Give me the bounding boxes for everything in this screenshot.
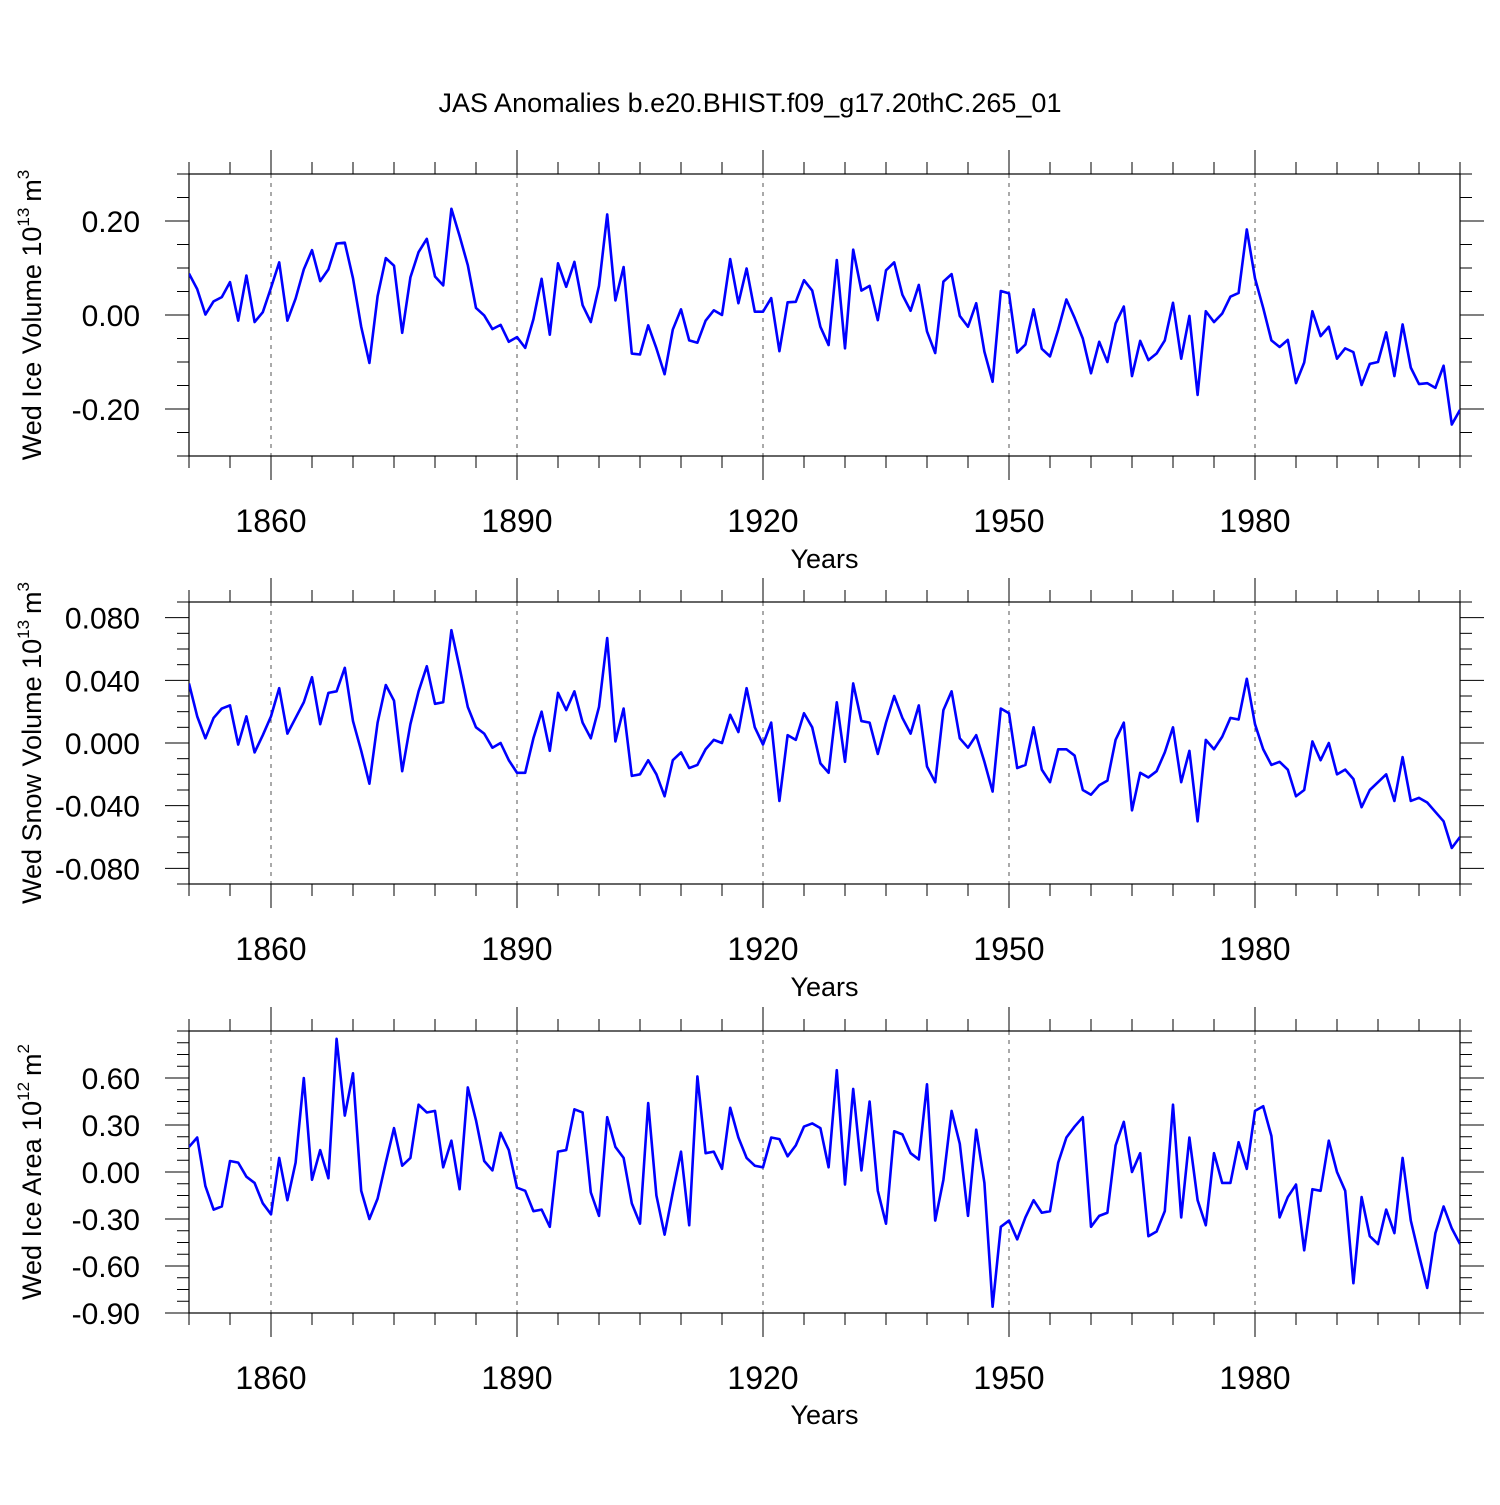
figure-title: JAS Anomalies b.e20.BHIST.f09_g17.20thC.… — [439, 88, 1062, 118]
y-tick-label: -0.080 — [55, 853, 140, 886]
panel-3: 1860 1890 1920 1950 1980 -0.90 -0.60 -0.30 0.00 0… — [14, 1007, 1484, 1430]
y-axis-title-exponent: 13 — [14, 620, 33, 639]
x-tick-label: 1980 — [1219, 503, 1290, 539]
x-tick-label: 1920 — [727, 503, 798, 539]
y-tick-label: 0.000 — [65, 728, 140, 761]
y-axis-title: Wed Ice Area 1012 m2 — [14, 1044, 47, 1300]
plot-frame — [188, 601, 1461, 885]
y-tick-label: -0.040 — [55, 791, 140, 824]
y-axis-title-unit: m — [17, 1053, 47, 1076]
x-tick-label: 1980 — [1219, 931, 1290, 967]
x-tick-label: 1890 — [481, 931, 552, 967]
panel-1: 1860 1890 1920 1950 1980 -0.20 0.00 0.20 Years We… — [14, 150, 1484, 574]
plot-frame — [188, 1030, 1461, 1314]
y-axis-title-unit-exponent: 3 — [14, 582, 33, 591]
y-axis-title-text: Wed Snow Volume 10 — [17, 639, 47, 904]
y-tick-label: 0.040 — [65, 665, 140, 698]
y-axis-title-text: Wed Ice Volume 10 — [17, 227, 47, 461]
y-axis-title-unit: m — [17, 591, 47, 614]
y-axis-title-unit-exponent: 3 — [14, 170, 33, 179]
series-line — [189, 628, 1460, 850]
x-tick-label: 1920 — [727, 1360, 798, 1396]
x-tick-label: 1950 — [973, 1360, 1044, 1396]
x-tick-label: 1950 — [973, 931, 1044, 967]
y-axis-title-text: Wed Ice Area 10 — [17, 1101, 47, 1300]
y-axis-title-exponent: 13 — [14, 208, 33, 227]
x-tick-label: 1860 — [235, 1360, 306, 1396]
y-axis-title-exponent: 12 — [14, 1082, 33, 1101]
x-tick-label: 1860 — [235, 931, 306, 967]
y-tick-label: -0.90 — [72, 1298, 140, 1331]
y-tick-label: 0.080 — [65, 603, 140, 636]
x-axis-title: Years — [790, 1400, 858, 1430]
series-line — [189, 207, 1460, 426]
y-tick-label: 0.00 — [82, 1157, 140, 1190]
y-tick-label: -0.30 — [72, 1204, 140, 1237]
x-axis-title: Years — [790, 544, 858, 574]
y-tick-label: 0.30 — [82, 1110, 140, 1143]
x-tick-label: 1920 — [727, 931, 798, 967]
x-axis-title: Years — [790, 972, 858, 1002]
panel-2: 1860 1890 1920 1950 1980 -0.080 -0.040 0.000 0.0… — [14, 578, 1484, 1002]
y-tick-label: 0.00 — [82, 300, 140, 333]
y-axis-title: Wed Ice Volume 1013 m3 — [14, 170, 47, 461]
y-tick-label: 0.20 — [82, 206, 140, 239]
x-tick-label: 1890 — [481, 1360, 552, 1396]
y-tick-label: -0.20 — [72, 394, 140, 427]
y-tick-label: 0.60 — [82, 1063, 140, 1096]
series-line — [189, 1037, 1460, 1309]
y-tick-label: -0.60 — [72, 1251, 140, 1284]
x-tick-label: 1860 — [235, 503, 306, 539]
y-axis-title: Wed Snow Volume 1013 m3 — [14, 582, 47, 904]
plot-frame — [188, 173, 1461, 457]
y-axis-title-unit: m — [17, 179, 47, 202]
x-tick-label: 1890 — [481, 503, 552, 539]
x-tick-label: 1980 — [1219, 1360, 1290, 1396]
x-tick-label: 1950 — [973, 503, 1044, 539]
y-axis-title-unit-exponent: 2 — [14, 1044, 33, 1053]
